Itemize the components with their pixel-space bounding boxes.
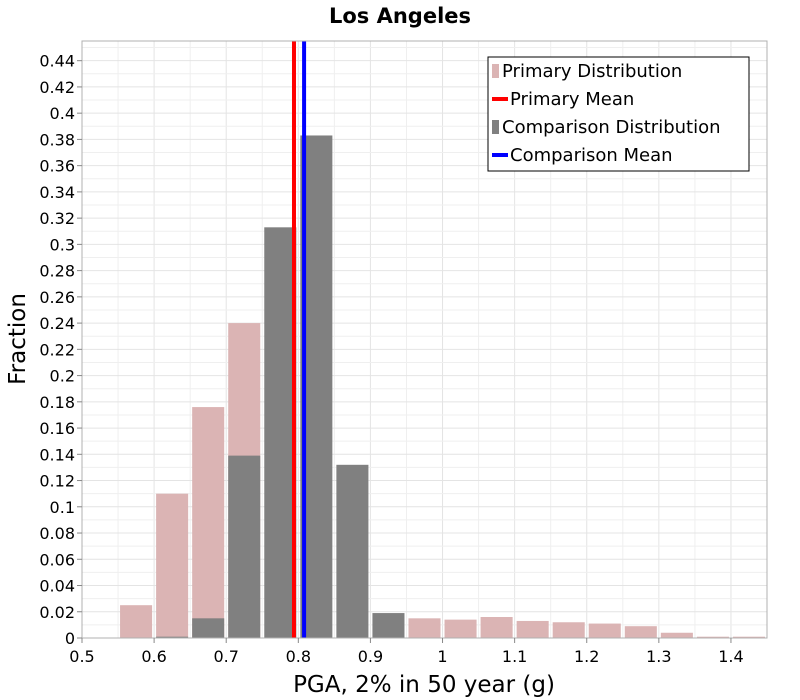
x-tick-label: 1.3 [646, 647, 671, 666]
primary-distribution-bar [408, 618, 441, 638]
y-tick-label: 0.22 [39, 340, 75, 359]
x-axis-label: PGA, 2% in 50 year (g) [293, 672, 555, 698]
x-tick-label: 0.8 [286, 647, 311, 666]
y-tick-label: 0.44 [39, 52, 75, 71]
y-tick-label: 0.42 [39, 78, 75, 97]
primary-distribution-bar [120, 605, 153, 638]
comparison-distribution-legend-label: Comparison Distribution [502, 117, 721, 138]
primary-distribution-bar [624, 626, 657, 638]
y-tick-label: 0.02 [39, 603, 75, 622]
y-tick-label: 0.1 [50, 498, 75, 517]
x-tick-label: 1.2 [574, 647, 599, 666]
primary-distribution-bar [552, 622, 585, 638]
y-tick-label: 0.36 [39, 157, 75, 176]
y-tick-label: 0.32 [39, 209, 75, 228]
primary-distribution-bar [192, 407, 225, 638]
x-tick-label: 0.5 [69, 647, 94, 666]
primary-distribution-bar [480, 617, 513, 638]
y-tick-label: 0.28 [39, 262, 75, 281]
y-tick-label: 0.16 [39, 419, 75, 438]
comparison-distribution-legend-swatch [492, 120, 499, 134]
comparison-distribution-bar [156, 636, 189, 638]
y-tick-label: 0.06 [39, 550, 75, 569]
y-axis-label: Fraction [5, 293, 31, 385]
comparison-mean-legend-label: Comparison Mean [510, 145, 673, 166]
y-tick-label: 0.14 [39, 445, 75, 464]
plot-border [81, 40, 768, 639]
legend: Primary Distribution Primary Mean Comparis… [487, 56, 750, 172]
comparison-distribution-bar [264, 227, 297, 639]
comparison-distribution-bar [336, 464, 369, 638]
y-tick-label: 0.24 [39, 314, 75, 333]
y-tick-label: 0.3 [50, 235, 75, 254]
x-tick-label: 1 [437, 647, 447, 666]
y-tick-label: 0.04 [39, 577, 75, 596]
y-tick-label: 0.08 [39, 524, 75, 543]
comparison-distribution-bar [372, 613, 405, 638]
primary-mean-legend-label: Primary Mean [510, 89, 634, 110]
primary-distribution-legend-label: Primary Distribution [502, 61, 682, 82]
y-tick-label: 0.2 [50, 367, 75, 386]
x-tick-label: 1.4 [718, 647, 743, 666]
x-tick-label: 1.1 [502, 647, 527, 666]
x-tick-label: 0.9 [358, 647, 383, 666]
primary-distribution-legend-swatch [492, 64, 499, 78]
primary-distribution-bar [696, 636, 729, 638]
comparison-distribution-bar [228, 455, 261, 638]
y-tick-label: 0.18 [39, 393, 75, 412]
y-tick-label: 0.4 [50, 104, 75, 123]
primary-distribution-bar [732, 636, 765, 638]
comparison-distribution-bar [192, 618, 225, 638]
x-tick-label: 0.6 [141, 647, 166, 666]
primary-distribution-bar [156, 493, 189, 638]
y-tick-label: 0.38 [39, 130, 75, 149]
chart-title: Los Angeles [329, 4, 471, 28]
primary-distribution-bar [588, 623, 621, 638]
x-tick-label: 0.7 [213, 647, 238, 666]
y-tick-label: 0 [65, 629, 75, 648]
axis-ticks: 0.5 0.6 0.7 0.8 0.9 1 1.1 1.2 1.3 1.4 0 0.02 0.04 0.0… [39, 52, 743, 666]
y-tick-label: 0.34 [39, 183, 75, 202]
legend-box [487, 56, 750, 172]
y-tick-label: 0.26 [39, 288, 75, 307]
y-tick-label: 0.12 [39, 472, 75, 491]
primary-distribution-bar [660, 632, 693, 638]
primary-distribution-bar [516, 620, 549, 638]
mean-lines [291, 41, 307, 638]
primary-distribution-bar [444, 619, 477, 638]
